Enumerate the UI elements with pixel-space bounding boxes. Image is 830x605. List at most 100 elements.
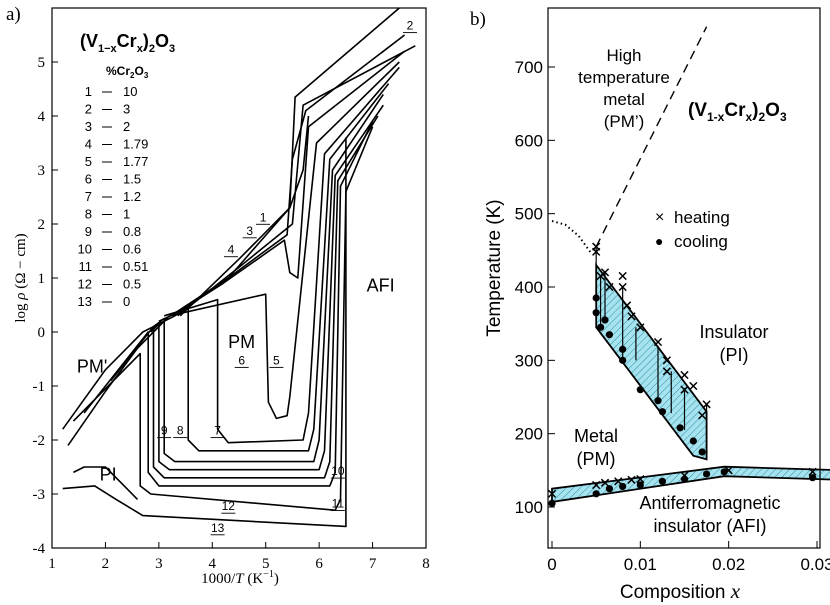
heating-point	[808, 467, 817, 476]
panel-a-legend-number: 1	[85, 84, 92, 99]
cooling-point	[605, 331, 614, 339]
panel-b-y-tick-label: 500	[515, 205, 543, 224]
cooling-point	[680, 475, 689, 483]
panel-a-legend-value: 0	[123, 294, 130, 309]
panel-b-x-tick-label: 0.01	[624, 555, 657, 574]
heating-point	[698, 411, 707, 420]
panel-a-curve-label-2: 2	[407, 19, 414, 33]
panel-a-y-tick-label: -4	[33, 541, 46, 557]
panel-b-pi-band	[595, 262, 708, 461]
panel-a-curve-extra-14	[62, 315, 176, 430]
heating-point	[592, 480, 601, 490]
panel-a-curve-label-10: 10	[331, 464, 345, 478]
panel-b-label: b)	[470, 9, 486, 30]
panel-a-curve-2	[177, 45, 416, 317]
region-afi: Antiferromagnetic insulator (AFI)	[639, 493, 780, 536]
panel-a-region-pm: PM'	[77, 357, 107, 377]
panel-b-legend: × heating ● cooling	[655, 208, 730, 251]
panel-b-y-tick-label: 600	[515, 131, 543, 150]
panel-b-y-tick-label: 200	[515, 425, 543, 444]
region-afi-line1: Antiferromagnetic	[639, 493, 780, 513]
panel-a-curve-11	[83, 121, 374, 487]
panel-a-legend-number: 12	[78, 277, 92, 292]
panel-a-legend-value: 3	[123, 102, 130, 117]
panel-a-region-pm: PM	[228, 332, 255, 352]
heating-point	[618, 282, 627, 292]
panel-a-y-tick-label: 2	[38, 217, 46, 233]
cooling-point	[548, 499, 556, 507]
panel-a-curve-8	[153, 93, 384, 463]
panel-a-curve-label-1: 1	[260, 210, 267, 224]
cooling-point	[689, 437, 697, 445]
region-insulator-line1: Insulator	[699, 322, 768, 342]
cooling-point	[601, 316, 609, 324]
panel-a-legend-number: 11	[79, 259, 93, 274]
region-high-temp-line3: metal	[603, 90, 645, 109]
panel-b-pm-boundary-dashed	[595, 26, 708, 248]
panel-a-curve-label-4: 4	[228, 243, 235, 257]
cooling-point	[619, 356, 627, 364]
panel-b-plot-frame	[547, 7, 821, 549]
panel-a-legend-value: 1.2	[123, 189, 141, 204]
region-high-temp-line4: (PM’)	[604, 112, 645, 131]
legend-heating-label: heating	[674, 208, 730, 227]
panel-a-legend-number: 10	[78, 242, 92, 257]
cooling-point	[605, 485, 614, 493]
panel-a-legend-header: %Cr2O3	[106, 64, 149, 80]
panel-b-y-axis-label: Temperature (K)	[484, 199, 505, 336]
panel-b-x-axis-label: Composition x	[620, 579, 741, 603]
panel-b-formula: (V1-xCrx)2O3	[688, 100, 787, 124]
heating-point	[653, 337, 663, 347]
panel-a-legend-value: 0.8	[123, 224, 141, 239]
panel-a-legend-value: 1.79	[123, 137, 148, 152]
heating-point	[680, 370, 689, 380]
heating-point	[636, 323, 645, 332]
panel-a-y-axis-label: log ρ (Ω − cm)	[13, 233, 29, 322]
panel-a-x-tick-label: 6	[315, 556, 323, 572]
cooling-point	[808, 474, 817, 482]
panel-a-y-tick-label: -2	[33, 433, 46, 449]
heating-point	[680, 385, 689, 394]
cooling-point	[658, 408, 667, 416]
panel-a-curve-label-3: 3	[246, 224, 253, 238]
panel-b: b) 0 0.01 0.02 0.03 100 200 300 400 500 600 700 C…	[470, 7, 830, 603]
cooling-point	[702, 470, 711, 478]
panel-a-curve-label-12: 12	[222, 499, 236, 513]
panel-a-legend-number: 5	[85, 154, 92, 169]
cooling-point	[619, 345, 627, 353]
panel-b-y-tick-label: 300	[515, 351, 543, 370]
region-metal-line2: (PM)	[577, 449, 616, 469]
panel-a-region-pi: PI	[100, 465, 117, 485]
panel-a-legend-number: 4	[85, 137, 92, 152]
panel-b-cooling-points	[548, 294, 817, 507]
cooling-point	[720, 468, 728, 476]
heating-point	[592, 247, 601, 256]
panel-a-x-ticks: 1 2 3 4 5 6 7 8	[48, 542, 430, 572]
panel-a-curve-extra-13	[67, 315, 171, 446]
panel-a-y-tick-label: -1	[33, 379, 46, 395]
region-insulator-line2: (PI)	[720, 345, 749, 365]
panel-a-legend-number: 8	[85, 207, 92, 222]
cooling-point	[636, 481, 644, 489]
panel-a-legend-number: 7	[85, 189, 92, 204]
panel-a-curve-extra-15	[73, 466, 139, 500]
panel-a-legend-value: 0.51	[123, 259, 148, 274]
cooling-point	[658, 477, 667, 485]
panel-a-region-afi: AFI	[367, 276, 395, 296]
region-high-temp-metal: High temperature metal (PM’)	[578, 46, 670, 131]
panel-a-legend-value: 1	[123, 207, 130, 222]
panel-a-x-tick-label: 8	[422, 556, 430, 572]
heating-point	[636, 475, 645, 484]
panel-a-x-tick-label: 3	[155, 556, 163, 572]
panel-a-y-tick-label: 3	[38, 163, 46, 179]
cooling-point	[596, 323, 605, 331]
heating-point	[627, 312, 636, 321]
panel-b-y-ticks: 100 200 300 400 500 600 700	[515, 58, 555, 517]
cooling-point	[592, 309, 600, 317]
panel-a-legend-number: 13	[78, 294, 92, 309]
panel-a-curve-6	[163, 66, 400, 444]
panel-a-y-ticks: -4 -3 -2 -1 0 1 2 3 4 5	[33, 55, 58, 557]
panel-a-curve-extra-16	[174, 115, 310, 314]
